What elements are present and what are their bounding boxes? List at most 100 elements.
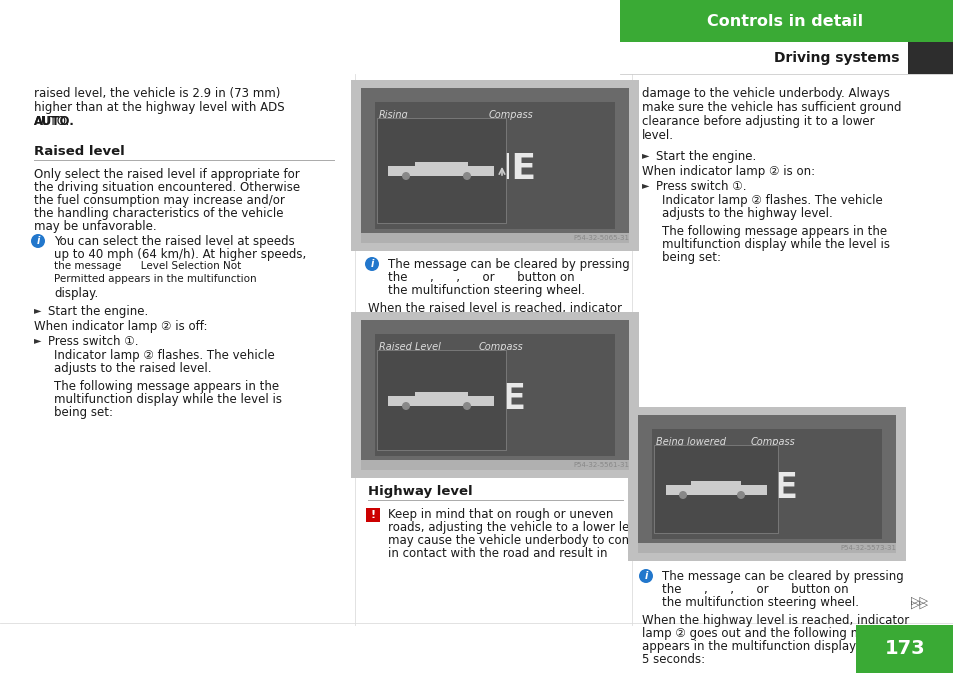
Text: When indicator lamp ② is on:: When indicator lamp ② is on: [641, 165, 814, 178]
Text: Start the engine.: Start the engine. [656, 150, 756, 163]
Text: The message can be cleared by pressing: The message can be cleared by pressing [661, 570, 902, 583]
Text: the driving situation encountered. Otherwise: the driving situation encountered. Other… [34, 181, 300, 194]
Text: damage to the vehicle underbody. Always: damage to the vehicle underbody. Always [641, 87, 889, 100]
Text: When the raised level is reached, indicator: When the raised level is reached, indica… [368, 302, 621, 315]
Circle shape [737, 491, 744, 499]
Text: multifunction display while the level is: multifunction display while the level is [661, 238, 889, 251]
Text: up to 40 mph (64 km/h). At higher speeds,: up to 40 mph (64 km/h). At higher speeds… [54, 248, 306, 261]
Text: appears in the multifunction display for: appears in the multifunction display for [641, 640, 875, 653]
Text: Permitted appears in the multifunction: Permitted appears in the multifunction [54, 274, 256, 284]
Bar [907, 42, 953, 74]
Circle shape [462, 172, 471, 180]
Text: the message      Level Selection Not: the message Level Selection Not [54, 261, 241, 271]
Text: multifunction display while the level is: multifunction display while the level is [54, 393, 282, 406]
Text: lamp ② comes on continuously and the: lamp ② comes on continuously and the [368, 315, 600, 328]
Text: Indicator lamp ② flashes. The vehicle: Indicator lamp ② flashes. The vehicle [54, 349, 274, 362]
Text: ►: ► [641, 180, 649, 190]
Bar [855, 625, 953, 673]
Text: the      ,      ,      or      button on: the , , or button on [661, 583, 848, 596]
Bar [360, 460, 628, 470]
Text: adjusts to the raised level.: adjusts to the raised level. [54, 362, 212, 375]
Text: higher than at the highway level with ADS: higher than at the highway level with AD… [34, 101, 284, 114]
Text: Keep in mind that on rough or uneven: Keep in mind that on rough or uneven [388, 508, 613, 521]
Text: the      ,      ,      or      button on: the , , or button on [388, 271, 574, 284]
Bar [619, 0, 953, 42]
Text: i: i [36, 236, 40, 246]
Text: the multifunction steering wheel.: the multifunction steering wheel. [661, 596, 858, 609]
Text: Driving systems: Driving systems [774, 51, 899, 65]
Text: Compass: Compass [478, 342, 523, 352]
Bar [376, 118, 505, 223]
Bar [360, 320, 628, 470]
Text: Controls in detail: Controls in detail [706, 13, 862, 28]
Text: being set:: being set: [54, 406, 112, 419]
Text: 173: 173 [883, 639, 924, 658]
Bar [351, 80, 639, 251]
Text: lamp ② goes out and the following message: lamp ② goes out and the following messag… [641, 627, 902, 640]
Bar [638, 543, 895, 553]
Text: The following message appears in the: The following message appears in the [661, 225, 886, 238]
Text: Being lowered: Being lowered [656, 437, 725, 447]
Text: ▷▷: ▷▷ [910, 596, 927, 606]
Text: Press switch ①.: Press switch ①. [48, 335, 138, 348]
Text: !: ! [370, 510, 375, 520]
Text: Highway level: Highway level [368, 485, 472, 498]
Bar [665, 485, 766, 495]
Circle shape [365, 257, 378, 271]
Text: raised level, the vehicle is 2.9 in (73 mm): raised level, the vehicle is 2.9 in (73 … [34, 87, 280, 100]
Text: in contact with the road and result in: in contact with the road and result in [388, 547, 607, 560]
Bar [360, 233, 628, 243]
Text: the fuel consumption may increase and/or: the fuel consumption may increase and/or [34, 194, 285, 207]
Text: i: i [370, 259, 374, 269]
Text: P54-32-5573-31: P54-32-5573-31 [840, 545, 895, 551]
Bar [627, 407, 905, 561]
Bar [690, 481, 740, 489]
Text: level.: level. [641, 129, 673, 142]
Text: Indicator lamp ② flashes. The vehicle: Indicator lamp ② flashes. The vehicle [661, 194, 882, 207]
Circle shape [679, 491, 686, 499]
Text: You can select the raised level at speeds: You can select the raised level at speed… [54, 235, 294, 248]
Text: multifunction display for 5 seconds:: multifunction display for 5 seconds: [368, 341, 578, 354]
Text: ►: ► [34, 305, 42, 315]
Circle shape [462, 402, 471, 410]
Text: NE: NE [471, 382, 526, 416]
Text: 5 seconds:: 5 seconds: [641, 653, 704, 666]
Text: ▷▷: ▷▷ [910, 600, 927, 610]
Text: Compass: Compass [750, 437, 795, 447]
Bar [388, 166, 494, 176]
Text: being set:: being set: [661, 251, 720, 264]
Text: following message appears in the: following message appears in the [368, 328, 567, 341]
Text: may be unfavorable.: may be unfavorable. [34, 220, 156, 233]
Text: Press switch ①.: Press switch ①. [656, 180, 745, 193]
Text: i: i [643, 571, 647, 581]
Text: make sure the vehicle has sufficient ground: make sure the vehicle has sufficient gro… [641, 101, 901, 114]
Text: When indicator lamp ② is off:: When indicator lamp ② is off: [34, 320, 208, 333]
Text: the multifunction steering wheel.: the multifunction steering wheel. [388, 284, 584, 297]
Bar [376, 350, 505, 450]
Text: the handling characteristics of the vehicle: the handling characteristics of the vehi… [34, 207, 283, 220]
Text: AUTO.: AUTO. [34, 115, 71, 128]
Text: NE: NE [481, 152, 536, 186]
Circle shape [30, 234, 45, 248]
Text: P54-32-5561-31: P54-32-5561-31 [573, 462, 628, 468]
Text: The following message appears in the: The following message appears in the [54, 380, 279, 393]
Text: Raised level: Raised level [34, 145, 125, 158]
Bar [375, 334, 615, 456]
Text: AUTO.: AUTO. [34, 115, 74, 128]
Bar [351, 312, 639, 478]
Bar [366, 508, 379, 522]
Text: Compass: Compass [489, 110, 533, 120]
Bar [651, 429, 882, 539]
Text: NE: NE [742, 471, 798, 505]
Text: The message can be cleared by pressing: The message can be cleared by pressing [388, 258, 629, 271]
Circle shape [401, 172, 410, 180]
Text: clearance before adjusting it to a lower: clearance before adjusting it to a lower [641, 115, 874, 128]
Bar [638, 415, 895, 553]
Bar [388, 396, 494, 406]
Text: ►: ► [34, 335, 42, 345]
Text: Start the engine.: Start the engine. [48, 305, 148, 318]
Text: may cause the vehicle underbody to come: may cause the vehicle underbody to come [388, 534, 639, 547]
Bar [654, 445, 778, 533]
Text: adjusts to the highway level.: adjusts to the highway level. [661, 207, 832, 220]
Text: Raised Level: Raised Level [378, 342, 440, 352]
